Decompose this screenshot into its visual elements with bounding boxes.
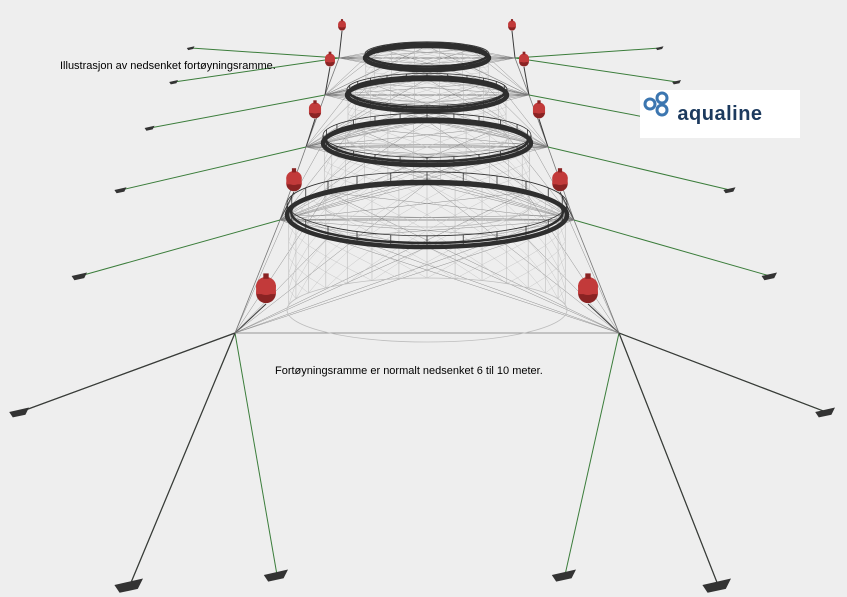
aqualine-logo-icon <box>640 90 672 118</box>
bottom-label: Fortøyningsramme er normalt nedsenket 6 … <box>275 365 543 377</box>
title-label: Illustrasjon av nedsenket fortøyningsram… <box>60 60 276 72</box>
logo-box: aqualine <box>640 90 800 138</box>
logo-text: aqualine <box>677 103 762 126</box>
